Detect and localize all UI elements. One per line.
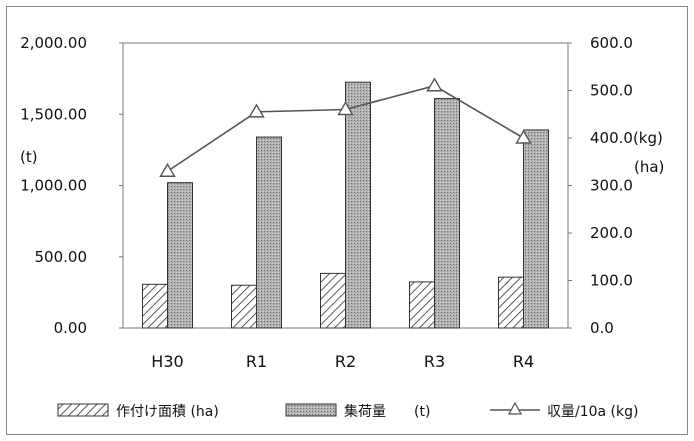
volume-bar [167, 182, 193, 329]
category-labels: H30 R1 R2 R3 R4 [151, 352, 534, 371]
volume-bar [256, 136, 282, 329]
category-label: R3 [424, 352, 445, 371]
legend: 作付け面積 (ha) 集荷量 (t) 収量/10a (kg) [57, 401, 638, 420]
area-bar [409, 281, 435, 329]
yield-point [248, 103, 265, 118]
area-bar [231, 284, 257, 329]
right-tick-label: 200.0 [590, 224, 633, 242]
volume-bar [434, 98, 460, 329]
right-tick-label: 500.0 [590, 82, 633, 100]
left-tick-label: 1,000.00 [20, 177, 87, 195]
area-bar [142, 283, 168, 329]
area-bar [320, 272, 346, 329]
yield-point [159, 162, 176, 177]
category-label: H30 [151, 352, 183, 371]
left-tick-label: 2,000.00 [20, 34, 87, 52]
legend-label-yield: 収量/10a (kg) [547, 404, 638, 420]
left-axis-ticks: 2,000.00 1,500.00 1,000.00 500.00 0.00 [20, 34, 123, 337]
yield-point [515, 129, 532, 144]
legend-swatch-hatch [57, 403, 109, 417]
left-tick-label: 0.00 [54, 319, 87, 337]
right-axis-ticks: 600.0 500.0 400.0(kg) 300.0 200.0 100.0 0.0 [568, 34, 663, 337]
category-label: R1 [246, 352, 267, 371]
right-tick-label: 100.0 [590, 272, 633, 290]
category-label: R2 [335, 352, 356, 371]
right-tick-label: 0.0 [590, 319, 614, 337]
volume-bar [523, 129, 549, 329]
right-tick-label: 600.0 [590, 34, 633, 52]
yield-point [337, 101, 354, 116]
left-tick-label: 1,500.00 [20, 105, 87, 123]
right-tick-label: 400.0(kg) [590, 129, 663, 147]
legend-triangle-marker [507, 401, 523, 415]
yield-line [159, 77, 532, 177]
category-label: R4 [513, 352, 534, 371]
left-axis-unit: (t) [20, 148, 38, 166]
right-axis-unit: (ha) [634, 158, 664, 176]
legend-swatch-dots [285, 403, 337, 417]
area-bar [498, 276, 524, 329]
bars [142, 81, 549, 329]
legend-label-volume: 集荷量 (t) [344, 403, 430, 420]
legend-label-area: 作付け面積 (ha) [116, 404, 219, 420]
right-tick-label: 300.0 [590, 177, 633, 195]
yield-point [426, 77, 443, 92]
left-tick-label: 500.00 [35, 248, 88, 266]
volume-bar [345, 81, 371, 329]
